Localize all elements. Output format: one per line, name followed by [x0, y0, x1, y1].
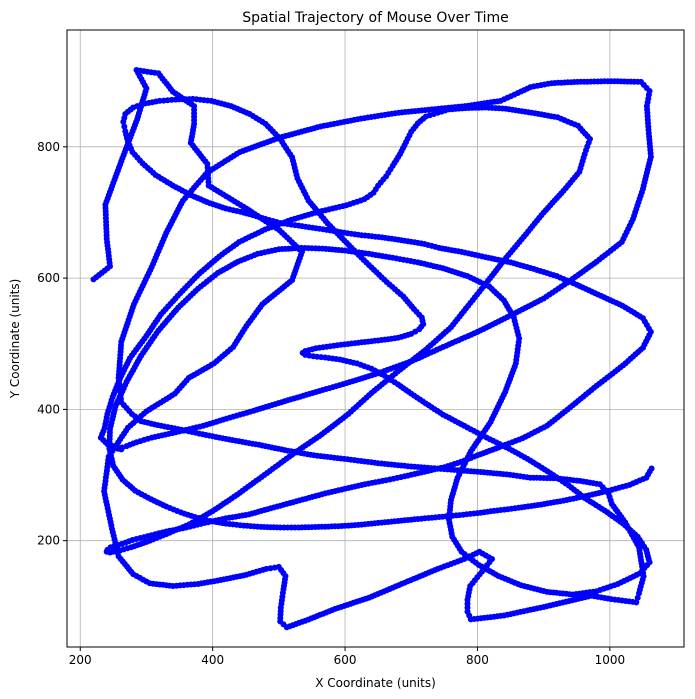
trajectory-point [634, 594, 641, 601]
x-tick-label: 800 [466, 653, 489, 667]
y-tick-label: 400 [37, 402, 60, 416]
y-tick-label: 200 [37, 534, 60, 548]
x-axis-label: X Coordinate (units) [315, 676, 436, 690]
trajectory-point [648, 465, 655, 472]
chart-title: Spatial Trajectory of Mouse Over Time [242, 10, 508, 26]
plot-frame [66, 29, 685, 648]
x-tick-label: 400 [201, 653, 224, 667]
trajectory-point [122, 128, 129, 135]
y-tick-label: 600 [37, 271, 60, 285]
x-tick-label: 200 [69, 653, 92, 667]
trajectory-point [633, 599, 640, 606]
y-tick-label: 800 [37, 140, 60, 154]
y-axis-ticks: 200 400 600 800 [37, 140, 67, 548]
trajectory-series [90, 67, 655, 631]
x-axis-ticks: 200 400 600 800 1000 [69, 647, 625, 667]
trajectory-point [121, 123, 128, 130]
x-tick-label: 600 [334, 653, 357, 667]
y-axis-label: Y Coordinate (units) [8, 279, 22, 400]
grid-lines [67, 30, 684, 647]
x-tick-label: 1000 [595, 653, 626, 667]
